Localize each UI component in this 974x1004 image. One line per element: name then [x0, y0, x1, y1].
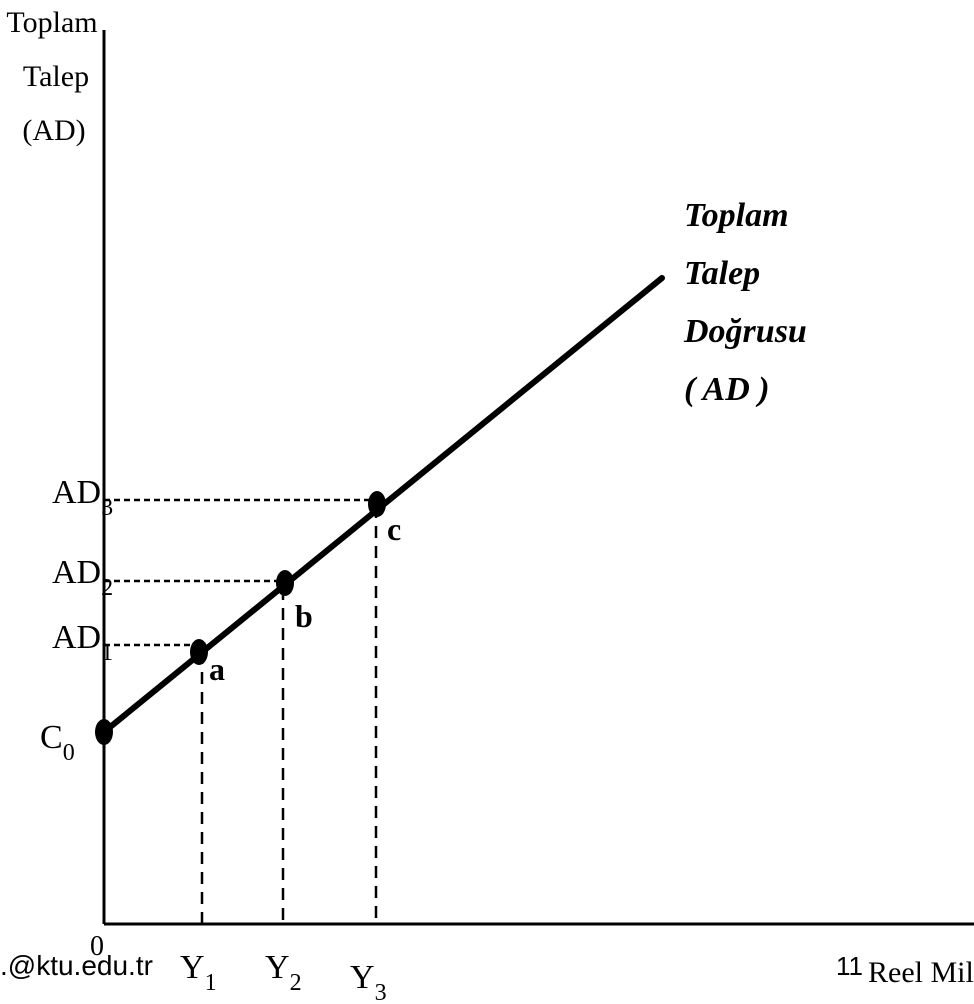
y-tick-ad2-base: AD — [52, 554, 101, 591]
y-tick-c0-sub: 0 — [63, 740, 75, 766]
x-tick-y3-sub: 3 — [375, 980, 387, 1004]
footer-page-number: 11 — [836, 951, 863, 981]
y-tick-ad1-sub: 1 — [101, 640, 113, 666]
y-tick-ad3-sub: 3 — [101, 495, 113, 521]
point-b — [276, 570, 294, 596]
x-tick-y1-base: Y — [180, 949, 205, 986]
point-label-b: b — [295, 598, 313, 634]
curve-label-line-4: ( AD ) — [684, 371, 770, 408]
point-c — [368, 491, 386, 517]
y-axis-title-line-3: (AD) — [22, 114, 85, 147]
x-tick-y2-sub: 2 — [290, 970, 302, 996]
y-tick-ad3-base: AD — [52, 474, 101, 511]
y-tick-c0: C0 — [40, 719, 75, 766]
point-label-c: c — [387, 511, 401, 547]
x-tick-y3: Y3 — [350, 959, 387, 1004]
x-tick-y2: Y2 — [265, 949, 302, 996]
y-tick-ad3: AD3 — [52, 474, 113, 521]
y-axis-title-line-1: Toplam — [6, 6, 97, 39]
origin-label: 0 — [90, 931, 104, 962]
point-label-a: a — [209, 651, 225, 687]
curve-label-line-3: Doğrusu — [683, 313, 807, 350]
point-a — [190, 639, 208, 665]
x-tick-y2-base: Y — [265, 949, 290, 986]
curve-label-line-1: Toplam — [684, 197, 789, 234]
y-axis-title-line-2: Talep — [23, 60, 89, 93]
x-tick-y1: Y1 — [180, 949, 217, 996]
y-tick-ad2-sub: 2 — [101, 575, 113, 601]
x-tick-y1-sub: 1 — [205, 970, 217, 996]
point-c0 — [95, 719, 113, 745]
footer-email: .@ktu.edu.tr — [0, 950, 153, 981]
x-tick-y3-base: Y — [350, 959, 375, 996]
y-tick-ad1: AD1 — [52, 619, 113, 666]
y-tick-ad1-base: AD — [52, 619, 101, 656]
y-tick-ad2: AD2 — [52, 554, 113, 601]
curve-label-line-2: Talep — [684, 255, 760, 292]
x-axis-title: Reel Milli — [868, 956, 974, 989]
y-tick-c0-base: C — [40, 719, 63, 756]
